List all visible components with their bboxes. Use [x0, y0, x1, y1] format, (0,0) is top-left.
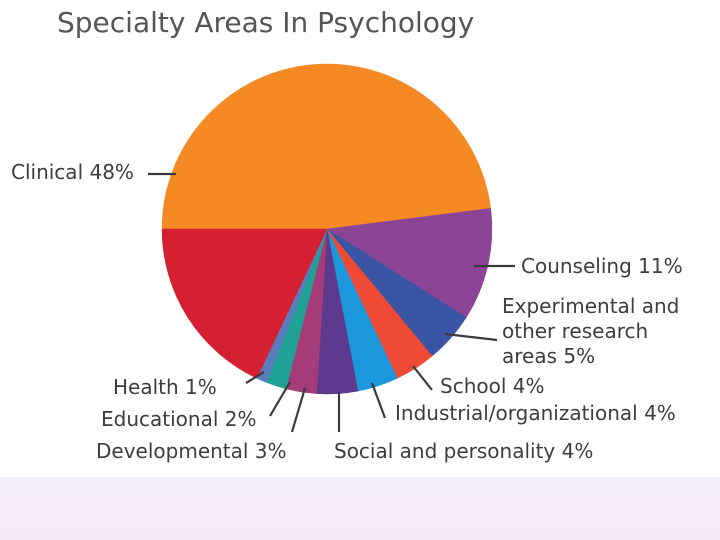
leader-line-educational [269, 381, 291, 417]
label-social: Social and personality 4% [334, 439, 594, 463]
footer-band [0, 477, 720, 540]
label-experimental-line1: Experimental and [502, 294, 680, 318]
label-industrial: Industrial/organizational 4% [395, 401, 676, 425]
pie-slice-clinical [161, 63, 491, 230]
label-experimental-line2: other research [502, 319, 649, 343]
label-developmental: Developmental 3% [96, 439, 287, 463]
label-experimental-line3: areas 5% [502, 344, 596, 368]
leader-line-experimental [444, 332, 498, 342]
leader-line-industrial [370, 382, 387, 419]
label-counseling: Counseling 11% [521, 254, 683, 278]
chart-title: Specialty Areas In Psychology [57, 6, 475, 39]
label-clinical: Clinical 48% [11, 160, 134, 184]
label-school: School 4% [440, 374, 545, 398]
leader-line-health [245, 371, 265, 384]
label-educational: Educational 2% [101, 407, 257, 431]
leader-line-developmental [290, 387, 307, 433]
label-health: Health 1% [113, 375, 217, 399]
leader-line-school [412, 365, 433, 391]
pie-slice-other [161, 228, 328, 379]
